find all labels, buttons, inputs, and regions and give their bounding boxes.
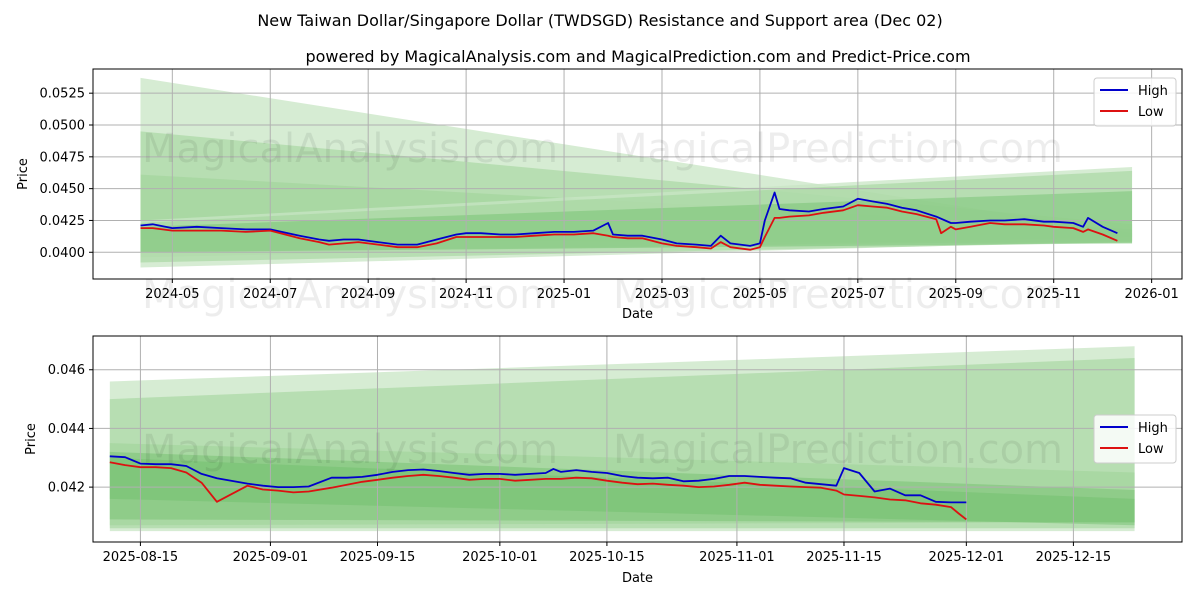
bottom-chart-xtick-label-6: 2025-11-15 xyxy=(806,550,882,565)
top-chart-y-ticks: 0.0400 0.0425 0.0450 0.0475 0.0500 0.0525 xyxy=(40,87,93,261)
top-chart-ytick-label-2: 0.0450 xyxy=(40,182,86,197)
top-chart-ytick-label-1: 0.0425 xyxy=(40,214,86,229)
top-chart-xtick-label-10: 2026-01 xyxy=(1124,287,1178,302)
bottom-chart-bands xyxy=(109,346,1135,532)
top-chart-legend-label-low: Low xyxy=(1138,105,1164,120)
watermark-3: MagicalPrediction.com xyxy=(613,272,1063,318)
bottom-chart-ytick-label-2: 0.046 xyxy=(48,363,85,378)
bottom-chart-y-label: Price xyxy=(24,423,39,455)
watermark-5: MagicalPrediction.com xyxy=(613,427,1063,473)
figure-title: New Taiwan Dollar/Singapore Dollar (TWDS… xyxy=(257,11,942,30)
bottom-chart-xtick-label-3: 2025-10-01 xyxy=(462,550,538,565)
top-chart-band-5 xyxy=(140,191,1133,253)
top-chart-xtick-label-9: 2025-11 xyxy=(1027,287,1081,302)
top-chart-xtick-label-3: 2024-11 xyxy=(439,287,493,302)
top-chart-xtick-label-2: 2024-09 xyxy=(341,287,395,302)
bottom-chart-x-ticks: 2025-08-15 2025-09-01 2025-09-15 2025-10-01… xyxy=(103,542,1112,565)
top-chart-xtick-label-0: 2024-05 xyxy=(145,287,199,302)
bottom-chart-legend-label-low: Low xyxy=(1138,442,1164,457)
top-chart-legend-label-high: High xyxy=(1138,84,1168,99)
top-chart-ytick-label-3: 0.0475 xyxy=(40,150,86,165)
bottom-chart-xtick-label-5: 2025-11-01 xyxy=(699,550,775,565)
figure-subtitle: powered by MagicalAnalysis.com and Magic… xyxy=(305,47,970,66)
top-chart-xtick-label-6: 2025-05 xyxy=(733,287,787,302)
top-chart-xtick-label-1: 2024-07 xyxy=(243,287,297,302)
bottom-chart-legend: High Low xyxy=(1093,414,1177,464)
top-chart-series xyxy=(140,191,1118,251)
watermark-1: MagicalPrediction.com xyxy=(613,126,1063,172)
bottom-chart-xtick-label-0: 2025-08-15 xyxy=(103,550,179,565)
bottom-chart-series xyxy=(109,455,967,521)
bottom-chart-legend-label-high: High xyxy=(1138,421,1168,436)
bottom-chart-xtick-label-1: 2025-09-01 xyxy=(233,550,309,565)
top-chart-xtick-label-8: 2025-09 xyxy=(929,287,983,302)
top-chart-band-4 xyxy=(140,170,1133,263)
bottom-chart-ytick-label-1: 0.044 xyxy=(48,422,85,437)
watermark-2: MagicalAnalysis.com xyxy=(142,272,558,318)
bottom-chart-series-high xyxy=(109,455,967,504)
top-chart-legend: High Low xyxy=(1093,77,1177,127)
top-chart-xtick-label-4: 2025-01 xyxy=(537,287,591,302)
top-chart-series-high xyxy=(140,191,1118,247)
top-chart-ytick-label-5: 0.0525 xyxy=(40,87,86,102)
bottom-chart-band-2 xyxy=(109,443,1135,526)
watermark-0: MagicalAnalysis.com xyxy=(142,126,558,172)
bottom-chart: 2025-08-15 2025-09-01 2025-09-15 2025-10-01… xyxy=(24,335,1183,586)
bottom-chart-xtick-label-2: 2025-09-15 xyxy=(340,550,416,565)
top-chart-xtick-label-5: 2025-03 xyxy=(635,287,689,302)
bottom-chart-series-low xyxy=(109,461,967,521)
watermark-4: MagicalAnalysis.com xyxy=(142,427,558,473)
top-chart-frame xyxy=(92,68,1183,280)
top-chart-ytick-label-4: 0.0500 xyxy=(40,119,86,134)
top-chart-x-label: Date xyxy=(622,307,653,322)
bottom-chart-ytick-label-0: 0.042 xyxy=(48,481,85,496)
top-chart: 2024-05 2024-07 2024-09 2024-11 2025-01 2025-… xyxy=(16,68,1183,322)
bottom-chart-y-ticks: 0.042 0.044 0.046 xyxy=(48,363,93,496)
top-chart-bands xyxy=(140,77,1133,268)
top-chart-y-label: Price xyxy=(16,158,31,190)
bottom-chart-band-4 xyxy=(109,457,1135,526)
bottom-chart-xtick-label-8: 2025-12-15 xyxy=(1036,550,1112,565)
top-chart-series-low xyxy=(140,204,1118,251)
top-chart-ytick-label-0: 0.0400 xyxy=(40,246,86,261)
top-chart-xtick-label-7: 2025-07 xyxy=(831,287,885,302)
bottom-chart-x-label: Date xyxy=(622,571,653,586)
bottom-chart-xtick-label-7: 2025-12-01 xyxy=(929,550,1005,565)
watermarks: MagicalAnalysis.com MagicalPrediction.com… xyxy=(142,126,1063,473)
bottom-chart-frame xyxy=(92,335,1183,543)
top-chart-x-ticks: 2024-05 2024-07 2024-09 2024-11 2025-01 2025-… xyxy=(145,279,1179,302)
bottom-chart-xtick-label-4: 2025-10-15 xyxy=(569,550,645,565)
